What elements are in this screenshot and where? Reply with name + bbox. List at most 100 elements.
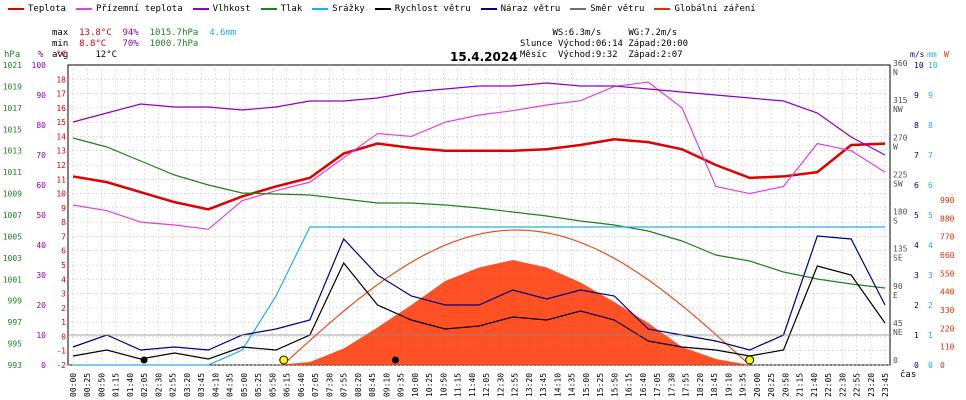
wind-dir-tick: 315 bbox=[893, 96, 908, 105]
rain-tick: 0 bbox=[928, 361, 933, 370]
series-line-vlhkost bbox=[72, 82, 886, 156]
temp-tick: 0 bbox=[61, 332, 66, 341]
series-radiation-area bbox=[73, 260, 885, 365]
temp-tick: 2 bbox=[61, 304, 66, 313]
pressure-tick: 1003 bbox=[3, 254, 22, 263]
wind-dir-tick: NW bbox=[893, 105, 903, 114]
moonset-marker bbox=[140, 356, 148, 364]
legend-label: Teplota bbox=[28, 4, 66, 14]
x-tick-label: 15:25 bbox=[596, 373, 605, 397]
x-tick-label: 00:25 bbox=[83, 373, 92, 397]
legend-label: Globální záření bbox=[674, 4, 756, 14]
x-tick-label: 21:40 bbox=[810, 373, 819, 397]
x-tick-label: 15:00 bbox=[582, 373, 591, 397]
x-tick-label: 07:55 bbox=[340, 373, 349, 397]
wind-dir-tick: 180 bbox=[893, 208, 908, 217]
pressure-unit: hPa bbox=[4, 50, 20, 60]
wind-dir-tick: SE bbox=[893, 254, 903, 263]
series-line-n-raz-v-tru bbox=[72, 235, 886, 351]
x-tick-label: 17:30 bbox=[667, 373, 676, 397]
x-tick-label: 06:15 bbox=[283, 373, 292, 397]
humidity-tick: 30 bbox=[36, 271, 46, 280]
x-tick-label: 04:35 bbox=[226, 373, 235, 397]
humidity-tick: 60 bbox=[36, 181, 46, 190]
x-tick-label: 11:40 bbox=[468, 373, 477, 397]
wind-dir-tick: E bbox=[893, 291, 898, 300]
humidity-tick: 50 bbox=[36, 211, 46, 220]
sunset-marker bbox=[745, 355, 755, 365]
pressure-tick: 1021 bbox=[3, 61, 22, 70]
x-tick-label: 02:30 bbox=[154, 373, 163, 397]
radiation-tick: 770 bbox=[940, 233, 955, 242]
wind-speed-tick: 8 bbox=[914, 121, 919, 130]
sunrise-marker bbox=[279, 355, 289, 365]
temp-tick: 10 bbox=[56, 190, 66, 199]
legend-swatch bbox=[312, 7, 329, 10]
x-tick-label: 13:45 bbox=[539, 373, 548, 397]
humidity-tick: 10 bbox=[36, 331, 46, 340]
humidity-tick: 80 bbox=[36, 121, 46, 130]
x-tick-label: 17:05 bbox=[653, 373, 662, 397]
x-tick-label: 15:50 bbox=[610, 373, 619, 397]
humidity-tick: 90 bbox=[36, 91, 46, 100]
rain-tick: 4 bbox=[928, 241, 933, 250]
pressure-tick: 1013 bbox=[3, 147, 22, 156]
wind-speed-tick: 0 bbox=[914, 361, 919, 370]
legend-swatch bbox=[570, 7, 587, 10]
wind-dir-tick: S bbox=[893, 217, 898, 226]
x-tick-label: 22:05 bbox=[824, 373, 833, 397]
temp-unit: °C bbox=[56, 50, 67, 60]
pressure-tick: 993 bbox=[8, 361, 23, 370]
x-tick-label: 10:00 bbox=[411, 373, 420, 397]
humidity-tick: 40 bbox=[36, 241, 46, 250]
pressure-tick: 1005 bbox=[3, 232, 22, 241]
wind-dir-tick: 45 bbox=[893, 319, 903, 328]
temp-tick: 18 bbox=[56, 75, 66, 84]
humidity-tick: 0 bbox=[41, 361, 46, 370]
temp-tick: 4 bbox=[61, 275, 66, 284]
pressure-tick: 1017 bbox=[3, 104, 22, 113]
stats-min-row: min 8.8°C 70% 1000.7hPa bbox=[52, 39, 199, 49]
temp-tick: -1 bbox=[56, 347, 66, 356]
legend-item: Směr větru bbox=[570, 4, 644, 14]
pressure-tick: 1015 bbox=[3, 125, 22, 134]
x-tick-label: 10:50 bbox=[439, 373, 448, 397]
x-tick-label: 01:15 bbox=[112, 373, 121, 397]
pressure-tick: 997 bbox=[8, 318, 23, 327]
legend-item: Teplota bbox=[8, 4, 66, 14]
rain-tick: 3 bbox=[928, 271, 933, 280]
humidity-tick: 70 bbox=[36, 151, 46, 160]
moonrise-marker bbox=[391, 356, 399, 364]
series-line-teplota bbox=[72, 138, 886, 211]
wind-speed-tick: 1 bbox=[914, 331, 919, 340]
pressure-tick: 999 bbox=[8, 297, 23, 306]
humidity-tick: 100 bbox=[32, 61, 47, 70]
temp-tick: 8 bbox=[61, 218, 66, 227]
wind-speed-tick: 3 bbox=[914, 271, 919, 280]
ws-row: WS:6.3m/s WG:7.2m/s bbox=[552, 28, 678, 38]
x-tick-label: 10:25 bbox=[425, 373, 434, 397]
legend-swatch bbox=[192, 7, 209, 10]
stats-box: max 13.8°C 94% 1015.7hPa 4.6mm min 8.8°C… bbox=[52, 17, 236, 61]
x-tick-label: 03:45 bbox=[197, 373, 206, 397]
x-tick-label: 05:00 bbox=[240, 373, 249, 397]
legend-item: Rychlost větru bbox=[374, 4, 471, 14]
temp-tick: 5 bbox=[61, 261, 66, 270]
wind-dir-tick: 0 bbox=[893, 356, 898, 365]
x-tick-label: 04:10 bbox=[211, 373, 220, 397]
x-tick-label: 18:45 bbox=[710, 373, 719, 397]
pressure-tick: 1001 bbox=[3, 275, 22, 284]
x-tick-label: 14:35 bbox=[568, 373, 577, 397]
stats-max-row: max 13.8°C 94% 1015.7hPa 4.6mm bbox=[52, 28, 237, 38]
x-tick-label: 16:40 bbox=[639, 373, 648, 397]
rain-tick: 10 bbox=[928, 61, 938, 70]
rain-tick: 7 bbox=[928, 151, 933, 160]
chart-title: 15.4.2024 bbox=[450, 50, 518, 64]
wind-unit: m/s bbox=[910, 50, 925, 59]
legend-swatch bbox=[8, 7, 24, 10]
temp-tick: 7 bbox=[61, 232, 66, 241]
pressure-tick: 1019 bbox=[3, 82, 22, 91]
radiation-tick: 330 bbox=[940, 306, 955, 315]
moon-row: Měsíc Východ:9:32 Západ:2:07 bbox=[520, 50, 683, 60]
legend-item: Vlhkost bbox=[192, 4, 251, 14]
